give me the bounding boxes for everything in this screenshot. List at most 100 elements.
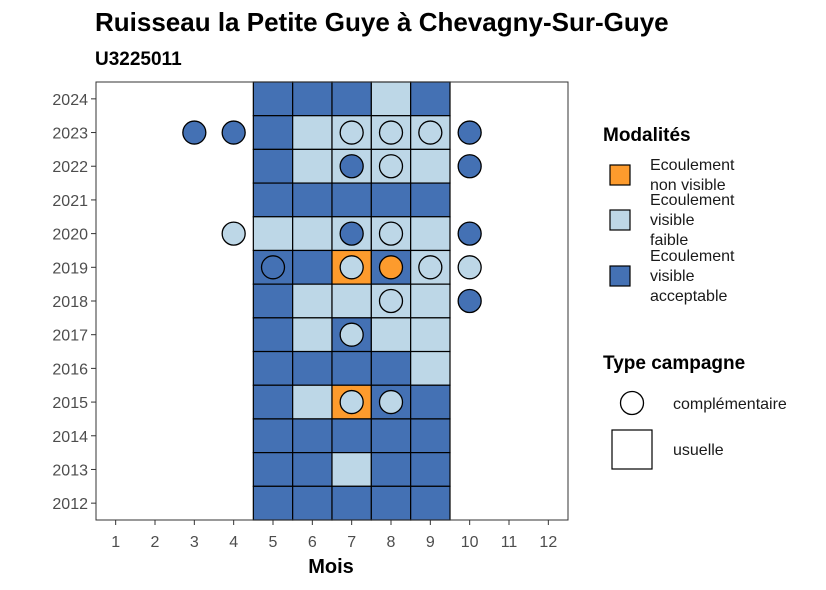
legend-campagne-title: Type campagne [603,353,745,374]
x-axis: 1 2 3 4 5 6 7 8 9 10 11 12 [111,520,557,551]
y-tick-label: 2017 [52,328,88,345]
chart-subtitle: U3225011 [95,49,182,70]
legend-label-3: acceptable [650,288,727,305]
tile-2023-6 [292,115,333,150]
point-2019-8 [378,255,404,280]
y-tick-label: 2015 [52,395,88,412]
legend-label-2: faible [650,232,688,249]
point-2020-7 [339,221,364,246]
tile-2016-5 [252,350,294,386]
point-2023-3 [182,120,207,145]
legend-label-usuelle: usuelle [673,442,724,459]
legend-label-1: non visible [650,177,726,194]
point-2019-10 [457,255,482,280]
x-tick-label: 10 [461,534,479,551]
tile-2022-6 [292,148,333,184]
tile-2016-8 [370,350,412,386]
point-2020-8 [378,221,404,246]
y-tick-label: 2019 [52,260,88,277]
point-2017-7 [339,322,364,347]
point-2020-4 [221,221,246,246]
chart-title: Ruisseau la Petite Guye à Chevagny-Sur-G… [95,7,669,37]
tile-2024-7 [331,81,372,117]
point-2022-10 [457,154,482,179]
point-2022-7 [339,154,364,179]
tile-2012-7 [331,485,372,521]
point-2015-7 [339,389,364,415]
point-2018-10 [457,288,482,314]
tile-2014-8 [370,418,412,454]
tile-2023-5 [252,115,294,150]
legend-label-3: Ecoulement [650,248,735,265]
tile-2014-9 [410,418,451,454]
legend-key-2 [609,209,631,231]
tile-2018-5 [252,283,294,319]
tile-2015-9 [410,384,451,420]
tile-2014-6 [292,418,333,454]
y-tick-label: 2022 [52,159,88,176]
tile-2012-8 [370,485,412,521]
point-2023-7 [339,120,364,145]
y-tick-label: 2021 [52,193,88,210]
tile-2017-6 [292,317,333,353]
legend-key-3 [609,265,631,287]
point-2020-10 [457,221,482,246]
complementaire-points [182,120,482,415]
tile-2024-6 [292,81,333,117]
legend-label-2: visible [650,212,695,229]
tile-2014-5 [252,418,294,454]
legend-label-1: Ecoulement [650,157,735,174]
tile-2020-9 [410,216,451,252]
x-tick-label: 4 [229,534,238,551]
legend-key-1 [609,164,631,186]
x-axis-title: Mois [308,556,354,578]
tile-2013-7 [331,452,372,487]
tile-2021-7 [331,182,372,218]
y-axis: 2012 2013 2014 2015 2016 2017 2018 2019 2020 2021… [52,92,96,513]
tile-2015-6 [292,384,333,420]
y-tick-label: 2012 [52,496,88,513]
legend-label-complementaire: complémentaire [673,396,787,413]
tile-2021-8 [370,182,412,218]
tile-2022-9 [410,148,451,184]
legend-modalites-title: Modalités [603,125,691,146]
y-tick-label: 2014 [52,429,88,446]
y-tick-label: 2016 [52,361,88,378]
y-tick-label: 2013 [52,462,88,479]
legend-label-3: visible [650,268,695,285]
legend-type-campagne: Type campagne complémentaire usuelle [603,353,787,470]
tile-2016-7 [331,350,372,386]
point-2019-5 [260,255,286,280]
y-tick-label: 2020 [52,227,88,244]
point-2023-4 [221,120,246,145]
tile-2022-5 [252,148,294,184]
tile-2015-5 [252,384,294,420]
x-tick-label: 3 [190,534,199,551]
y-tick-label: 2023 [52,126,88,143]
x-tick-label: 7 [347,534,356,551]
x-tick-label: 5 [269,534,278,551]
tile-2016-6 [292,350,333,386]
tile-2021-9 [410,182,451,218]
tile-2014-7 [331,418,372,454]
tile-2016-9 [410,350,451,386]
legend-label-2: Ecoulement [650,192,735,209]
y-tick-label: 2024 [52,92,88,109]
x-tick-label: 6 [308,534,317,551]
x-tick-label: 12 [539,534,557,551]
x-tick-label: 9 [426,534,435,551]
legend-square-key [611,429,653,470]
x-tick-label: 11 [501,534,518,551]
x-tick-label: 1 [111,534,120,551]
point-2015-8 [378,389,404,415]
x-tick-label: 8 [387,534,396,551]
point-2022-8 [378,154,404,179]
tile-2018-6 [292,283,333,319]
legend-circle-key [619,390,645,416]
usuelle-tiles [252,81,451,521]
point-2023-8 [378,120,404,145]
point-2018-8 [378,288,404,314]
point-2019-9 [418,255,443,280]
tile-2024-5 [252,81,294,117]
